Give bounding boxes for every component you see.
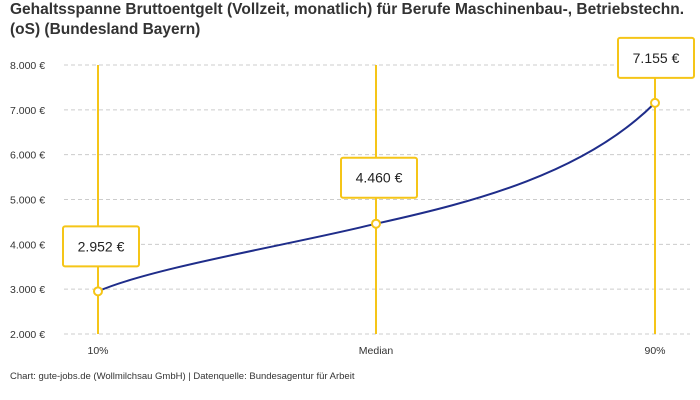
- data-point: [371, 218, 381, 229]
- data-label: 4.460 €: [356, 170, 403, 186]
- y-tick-label: 7.000 €: [10, 105, 45, 117]
- x-tick-label: Median: [359, 345, 394, 357]
- y-tick-label: 8.000 €: [10, 60, 45, 72]
- y-tick-label: 2.000 €: [10, 329, 45, 341]
- y-tick-label: 6.000 €: [10, 150, 45, 162]
- data-label: 2.952 €: [78, 238, 125, 254]
- data-label-box: [340, 156, 418, 199]
- data-label: 7.155 €: [633, 50, 680, 66]
- y-tick-label: 4.000 €: [10, 239, 45, 251]
- x-tick-label: 10%: [87, 345, 108, 357]
- data-label-box: [617, 36, 695, 79]
- y-tick-label: 5.000 €: [10, 195, 45, 207]
- data-label-box: [62, 225, 140, 268]
- x-tick-label: 90%: [644, 345, 665, 357]
- data-point: [93, 286, 103, 297]
- chart-footer: Chart: gute-jobs.de (Wollmilchsau GmbH) …: [10, 371, 355, 382]
- chart-title: Gehaltsspanne Bruttoentgelt (Vollzeit, m…: [10, 1, 685, 38]
- data-point: [650, 97, 660, 108]
- y-tick-label: 3.000 €: [10, 284, 45, 296]
